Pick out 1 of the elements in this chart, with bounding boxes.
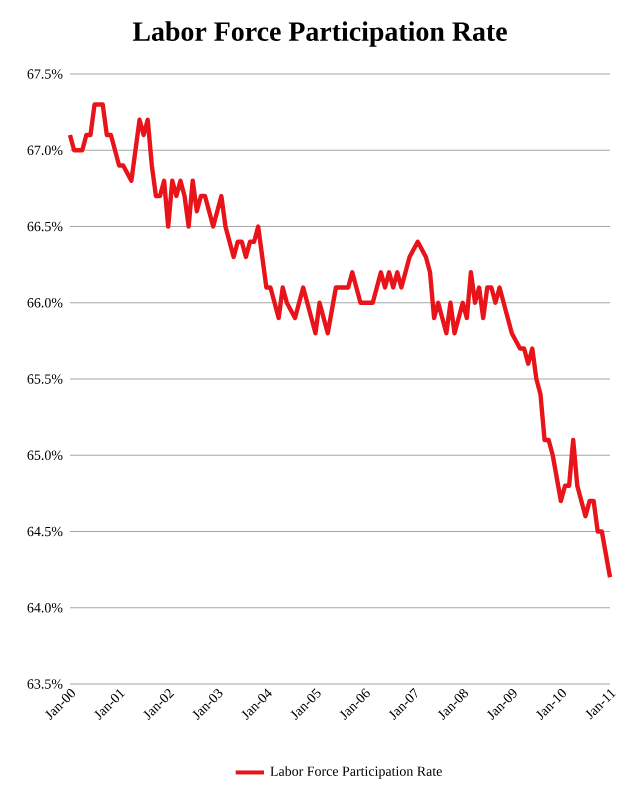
- chart-title: Labor Force Participation Rate: [132, 21, 507, 47]
